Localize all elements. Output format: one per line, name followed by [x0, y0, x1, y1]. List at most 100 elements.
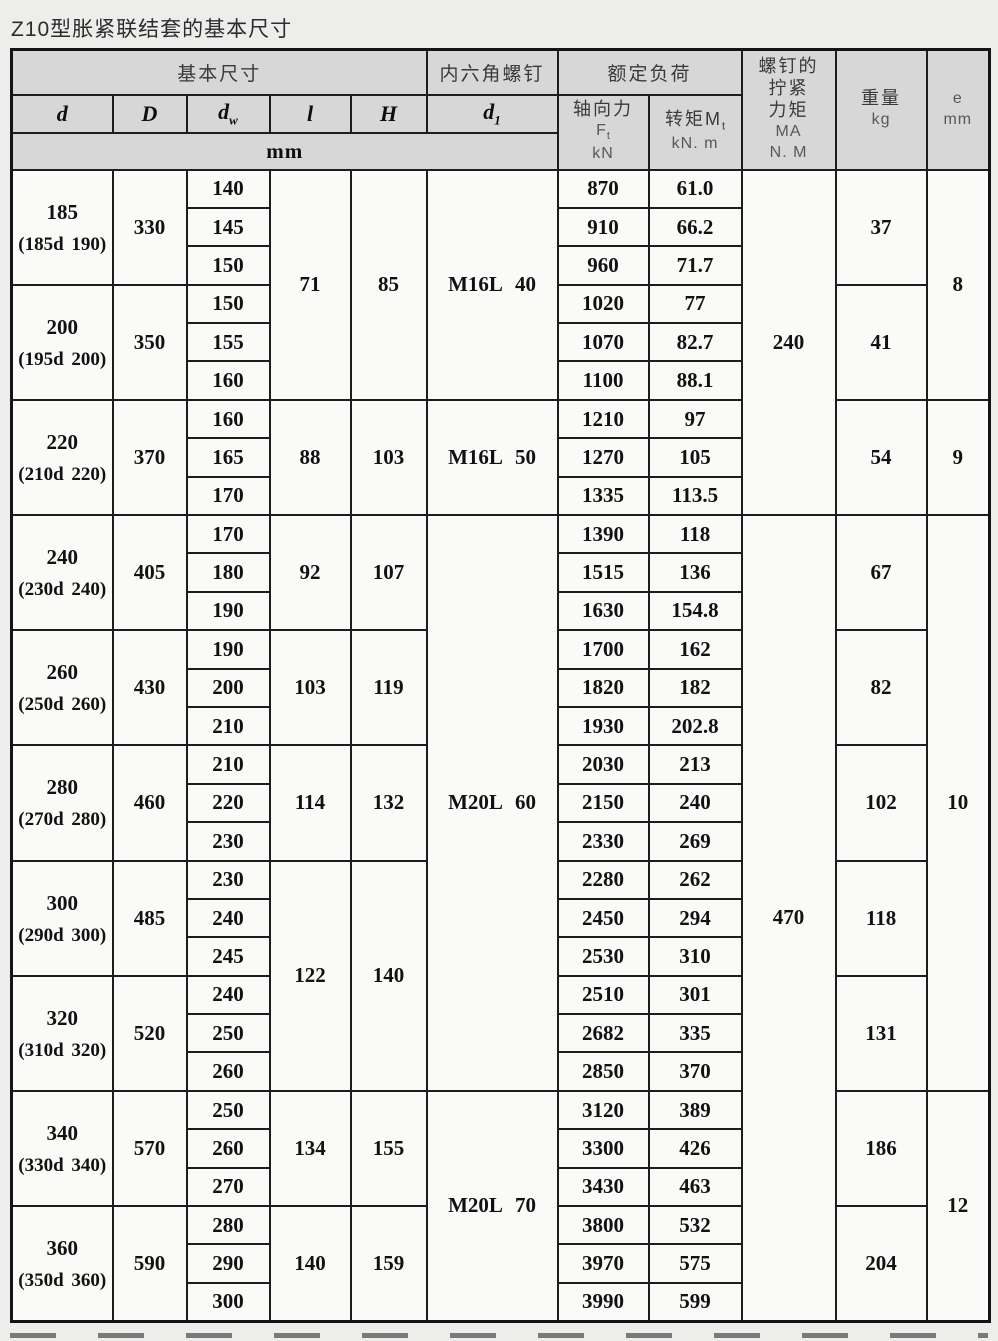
table-row: 190 1630 154.8 [12, 590, 990, 632]
torque-cell: 162 [647, 629, 743, 670]
dw-cell: 170 [185, 514, 271, 555]
header-unit-mm: mm [10, 131, 559, 171]
axial-force-symbol: Ft [596, 122, 610, 143]
d-range: (230d 240) [18, 579, 107, 601]
dw-cell: 210 [185, 744, 271, 785]
axial-force-cell: 870 [556, 168, 650, 209]
header-axial-force: 轴向力 Ft kN [556, 93, 650, 171]
axial-force-cell: 1210 [556, 398, 650, 440]
table-row: 245 2530 310 [12, 936, 990, 977]
dw-cell: 210 [185, 705, 271, 747]
torque-cell: 113.5 [647, 475, 743, 517]
header-col-d: d [10, 93, 114, 134]
e-label: e [952, 89, 963, 107]
axial-force-cell: 1700 [556, 629, 650, 670]
dw-cell: 240 [185, 897, 271, 939]
torque-cell: 66.2 [647, 206, 743, 248]
dw-cell: 250 [185, 1013, 271, 1054]
d-value: 300 [46, 890, 79, 915]
weight-cell: 102 [834, 744, 928, 862]
outer-diameter-cell: 370 [111, 398, 188, 517]
d-range: (350d 360) [18, 1269, 107, 1291]
table-row: 170 1335 113.5 [12, 475, 990, 517]
d-value: 320 [46, 1005, 79, 1030]
dw-cell: 250 [185, 1089, 271, 1131]
axial-force-cell: 3970 [556, 1243, 650, 1284]
d-range: (250d 260) [18, 694, 107, 716]
dw-cell: 170 [185, 475, 271, 517]
h-cell: 85 [349, 168, 428, 401]
l-cell: 92 [268, 514, 352, 632]
shaft-diameter-cell: 185 (185d 190) [10, 168, 114, 286]
torque-cell: 154.8 [647, 590, 743, 632]
table-row: 290 3970 575 [12, 1243, 990, 1284]
l-cell: 88 [268, 398, 352, 517]
outer-diameter-cell: 520 [111, 974, 188, 1092]
table-row: 240 2450 294 [12, 897, 990, 939]
l-cell: 114 [268, 744, 352, 862]
header-col-H: H [349, 93, 428, 134]
axial-force-cell: 960 [556, 245, 650, 286]
torque-cell: 294 [647, 897, 743, 939]
outer-diameter-cell: 430 [111, 629, 188, 747]
axial-force-cell: 1100 [556, 360, 650, 401]
d-value: 260 [46, 660, 79, 685]
e-cell: 9 [925, 398, 991, 517]
table-row: 150 960 71.7 [12, 245, 990, 286]
screw-spec-cell: M16L 50 [425, 398, 559, 517]
screw-torque-line-2: 拧紧 [768, 77, 809, 98]
weight-cell: 204 [834, 1205, 928, 1323]
axial-force-cell: 3120 [556, 1089, 650, 1131]
header-row-1: 基本尺寸 内六角螺钉 额定负荷 螺钉的 拧紧 力矩 MA N. M 重量 kg … [10, 48, 991, 171]
header-weight: 重量 kg [834, 48, 928, 171]
header-col-l: l [268, 93, 352, 134]
torque-cell: 97 [647, 398, 743, 440]
shaft-diameter-cell: 300 (290d 300) [10, 859, 114, 977]
dw-cell: 245 [185, 936, 271, 977]
weight-cell: 131 [834, 974, 928, 1092]
outer-diameter-cell: 330 [111, 168, 188, 286]
shaft-diameter-cell: 320 (310d 320) [10, 974, 114, 1092]
l-cell: 71 [268, 168, 352, 401]
header-torque: 转矩Mt kN. m [647, 93, 743, 171]
axial-force-cell: 2850 [556, 1051, 650, 1092]
dw-cell: 165 [185, 437, 271, 478]
l-cell: 140 [268, 1205, 352, 1323]
outer-diameter-cell: 570 [111, 1089, 188, 1208]
torque-cell: 202.8 [647, 705, 743, 747]
table-row: 250 2682 335 [12, 1013, 990, 1054]
dw-cell: 160 [185, 398, 271, 440]
torque-cell: 61.0 [647, 168, 743, 209]
d-range: (195d 200) [18, 348, 107, 370]
cropped-next-row-fragment [10, 1333, 988, 1338]
shaft-diameter-cell: 280 (270d 280) [10, 744, 114, 862]
dw-cell: 190 [185, 629, 271, 670]
axial-force-unit: kN [592, 144, 614, 162]
torque-cell: 532 [647, 1205, 743, 1246]
axial-force-cell: 1630 [556, 590, 650, 632]
table-header: 基本尺寸 内六角螺钉 额定负荷 螺钉的 拧紧 力矩 MA N. M 重量 kg … [10, 48, 991, 171]
torque-cell: 82.7 [647, 322, 743, 363]
weight-cell: 67 [834, 514, 928, 632]
d-range: (185d 190) [18, 233, 107, 255]
torque-cell: 77 [647, 283, 743, 325]
axial-force-cell: 1390 [556, 514, 650, 555]
weight-cell: 54 [834, 398, 928, 517]
table-body: 185 (185d 190) 330 140 71 85 M16L 40 870 61.0 240… [10, 168, 991, 1323]
table-row: 145 910 66.2 [12, 206, 990, 248]
screw-spec-cell: M20L 70 [425, 1089, 559, 1323]
axial-force-cell: 3430 [556, 1166, 650, 1208]
axial-force-cell: 1820 [556, 667, 650, 708]
d-value: 340 [46, 1120, 79, 1145]
header-hex-socket-screw: 内六角螺钉 [425, 48, 559, 96]
dw-cell: 140 [185, 168, 271, 209]
d-value: 360 [46, 1235, 79, 1260]
torque-cell: 269 [647, 821, 743, 862]
table-row: 155 1070 82.7 [12, 322, 990, 363]
axial-force-label: 轴向力 [573, 99, 634, 120]
e-cell: 8 [925, 168, 991, 401]
outer-diameter-cell: 350 [111, 283, 188, 401]
weight-cell: 186 [834, 1089, 928, 1208]
dw-cell: 280 [185, 1205, 271, 1246]
torque-cell: 301 [647, 974, 743, 1016]
